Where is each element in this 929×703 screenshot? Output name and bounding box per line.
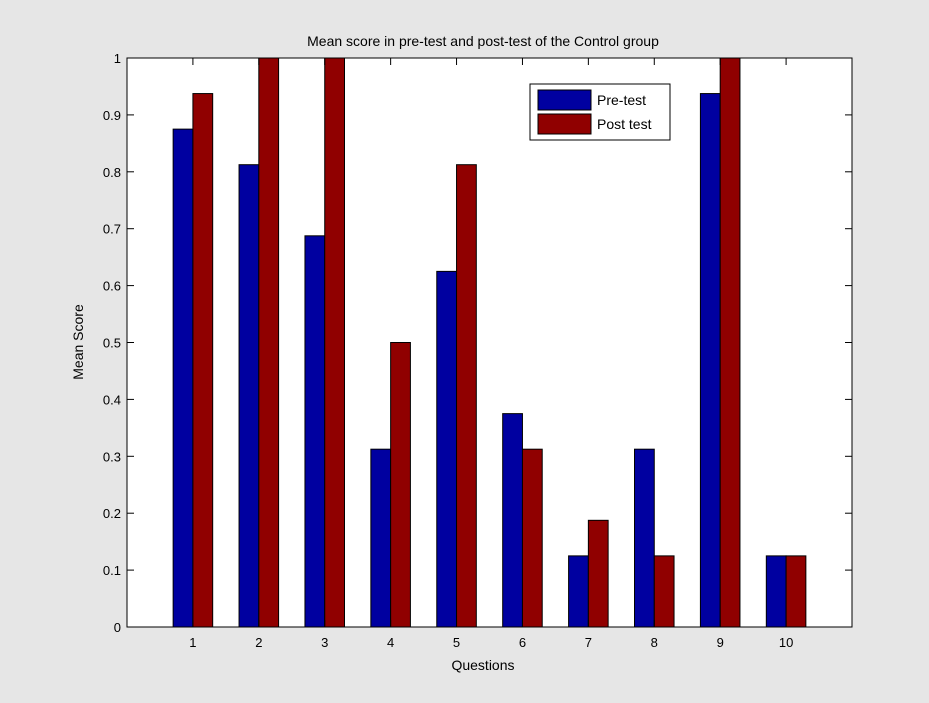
plot-background [127,58,852,627]
x-tick-label: 1 [189,635,196,650]
legend-swatch-post-test [537,113,592,135]
legend: Pre-test Post test [529,83,671,141]
bar-pre-test-q9 [699,93,721,628]
x-tick-label: 2 [255,635,262,650]
bar-pre-test-q6 [502,413,523,628]
x-tick-label: 9 [717,635,724,650]
y-tick-label: 0.2 [103,506,121,521]
x-tick-label: 4 [387,635,394,650]
x-tick-label: 3 [321,635,328,650]
y-tick-label: 0.7 [103,222,121,237]
y-tick-label: 1 [114,51,121,66]
bar-pre-test-q1 [172,128,194,628]
y-tick-label: 0.6 [103,279,121,294]
bar-post-test-q3 [324,57,345,628]
bar-post-test-q7 [587,519,609,628]
y-tick-label: 0.8 [103,165,121,180]
bar-post-test-q8 [653,555,675,628]
bar-pre-test-q4 [370,448,392,628]
bar-pre-test-q5 [436,270,458,628]
plot-area [127,58,852,627]
y-tick-label: 0 [114,620,121,635]
legend-label-post-test: Post test [597,116,652,132]
x-tick-label: 5 [453,635,460,650]
bar-post-test-q2 [258,57,280,628]
legend-swatch-pre-test [537,89,592,111]
bar-post-test-q9 [719,57,741,628]
x-tick-label: 6 [519,635,526,650]
bars-group [172,57,807,628]
bar-post-test-q5 [456,164,477,628]
bar-post-test-q10 [785,555,807,628]
x-axis-label: Questions [451,657,514,673]
axes-group: 1 2 3 4 5 6 7 8 9 10 0 0.1 0.2 0.3 0.4 0.5 0.6 0.7 0.8 0.9 1 [103,51,853,650]
bar-post-test-q4 [390,342,411,628]
chart-title: Mean score in pre-test and post-test of … [307,33,659,49]
x-tick-label: 7 [585,635,592,650]
y-axis-label: Mean Score [70,304,86,380]
bar-pre-test-q8 [634,448,655,628]
x-tick-label: 10 [779,635,793,650]
y-tick-label: 0.5 [103,336,121,351]
y-tick-label: 0.4 [103,392,121,407]
y-tick-label: 0.9 [103,108,121,123]
y-tick-label: 0.3 [103,449,121,464]
x-tick-label: 8 [651,635,658,650]
bar-pre-test-q10 [765,555,787,628]
bar-post-test-q6 [521,448,543,628]
bar-pre-test-q3 [304,235,326,628]
bar-post-test-q1 [192,93,214,628]
bar-pre-test-q2 [238,164,260,628]
bar-pre-test-q7 [568,555,589,628]
y-tick-label: 0.1 [103,563,121,578]
legend-label-pre-test: Pre-test [597,92,646,108]
